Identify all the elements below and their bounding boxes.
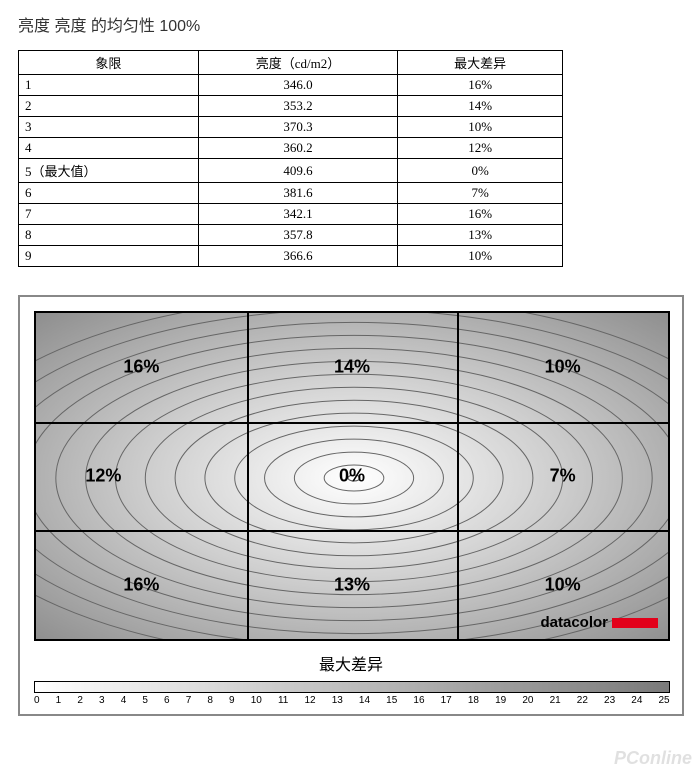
table-row: 2353.214%	[19, 96, 563, 117]
col-header: 亮度（cd/m2）	[198, 51, 398, 75]
table-row: 5（最大值）409.60%	[19, 159, 563, 183]
scale-tick: 18	[468, 695, 479, 706]
scale-tick: 24	[631, 695, 642, 706]
cell-label: 12%	[85, 466, 121, 487]
scale-tick: 7	[186, 695, 192, 706]
table-cell: 10%	[398, 246, 563, 267]
watermark: PConline	[614, 748, 692, 769]
table-cell: 0%	[398, 159, 563, 183]
col-header: 最大差异	[398, 51, 563, 75]
table-cell: 13%	[398, 225, 563, 246]
table-cell: 10%	[398, 117, 563, 138]
table-cell: 381.6	[198, 183, 398, 204]
table-cell: 9	[19, 246, 199, 267]
table-cell: 5（最大值）	[19, 159, 199, 183]
scale-tick: 11	[278, 695, 288, 706]
scale-tick: 22	[577, 695, 588, 706]
scale-tick: 15	[386, 695, 397, 706]
table-cell: 14%	[398, 96, 563, 117]
scale-tick: 5	[142, 695, 148, 706]
table-cell: 2	[19, 96, 199, 117]
table-cell: 366.6	[198, 246, 398, 267]
table-cell: 353.2	[198, 96, 398, 117]
grid-line	[247, 313, 249, 639]
cell-label: 16%	[123, 357, 159, 378]
scale-tick: 19	[495, 695, 506, 706]
table-row: 4360.212%	[19, 138, 563, 159]
scale-labels: 0123456789101112131415161718192021222324…	[34, 695, 670, 706]
table-cell: 16%	[398, 204, 563, 225]
scale-bar-row	[34, 681, 670, 693]
chart-caption: 最大差异	[34, 651, 668, 675]
grid-line	[36, 422, 668, 424]
scale-tick: 4	[121, 695, 127, 706]
cell-label: 13%	[334, 574, 370, 595]
table-cell: 357.8	[198, 225, 398, 246]
table-cell: 346.0	[198, 75, 398, 96]
logo-bar	[612, 618, 658, 628]
cell-label: 10%	[545, 357, 581, 378]
table-cell: 409.6	[198, 159, 398, 183]
scale-gradient	[34, 681, 670, 693]
table-cell: 6	[19, 183, 199, 204]
table-cell: 12%	[398, 138, 563, 159]
scale-tick: 25	[659, 695, 670, 706]
scale-tick: 2	[77, 695, 83, 706]
table-row: 6381.67%	[19, 183, 563, 204]
table-cell: 8	[19, 225, 199, 246]
page-title: 亮度 亮度 的均匀性 100%	[18, 12, 682, 36]
table-row: 3370.310%	[19, 117, 563, 138]
cell-label: 14%	[334, 357, 370, 378]
table-cell: 1	[19, 75, 199, 96]
scale-tick: 12	[304, 695, 315, 706]
scale-tick: 14	[359, 695, 370, 706]
table-cell: 342.1	[198, 204, 398, 225]
grid-line	[457, 313, 459, 639]
table-row: 8357.813%	[19, 225, 563, 246]
scale-tick: 21	[550, 695, 561, 706]
chart-frame: datacolor 16% 14% 10% 12% 0% 7% 16% 13% 10% 最大差异…	[18, 295, 684, 716]
scale-tick: 20	[522, 695, 533, 706]
scale-tick: 1	[56, 695, 62, 706]
table-cell: 370.3	[198, 117, 398, 138]
scale-tick: 8	[207, 695, 213, 706]
cell-label: 7%	[550, 466, 576, 487]
scale-tick: 9	[229, 695, 235, 706]
datacolor-logo: datacolor	[540, 614, 658, 631]
table-cell: 16%	[398, 75, 563, 96]
table-row: 7342.116%	[19, 204, 563, 225]
table-row: 1346.016%	[19, 75, 563, 96]
cell-label: 16%	[123, 574, 159, 595]
cell-label: 10%	[545, 574, 581, 595]
grid-line	[36, 530, 668, 532]
scale-tick: 10	[251, 695, 262, 706]
table-cell: 7%	[398, 183, 563, 204]
table-cell: 7	[19, 204, 199, 225]
table-row: 9366.610%	[19, 246, 563, 267]
scale-tick: 17	[441, 695, 452, 706]
scale-tick: 3	[99, 695, 105, 706]
col-header: 象限	[19, 51, 199, 75]
cell-label: 0%	[339, 466, 365, 487]
table-cell: 4	[19, 138, 199, 159]
scale-tick: 16	[413, 695, 424, 706]
uniformity-table: 象限亮度（cd/m2）最大差异 1346.016%2353.214%3370.3…	[18, 50, 563, 267]
scale-tick: 6	[164, 695, 170, 706]
table-cell: 3	[19, 117, 199, 138]
scale-tick: 13	[332, 695, 343, 706]
scale-tick: 23	[604, 695, 615, 706]
scale-tick: 0	[34, 695, 40, 706]
logo-text: datacolor	[540, 614, 608, 631]
table-cell: 360.2	[198, 138, 398, 159]
uniformity-heatmap: datacolor 16% 14% 10% 12% 0% 7% 16% 13% 10%	[34, 311, 670, 641]
